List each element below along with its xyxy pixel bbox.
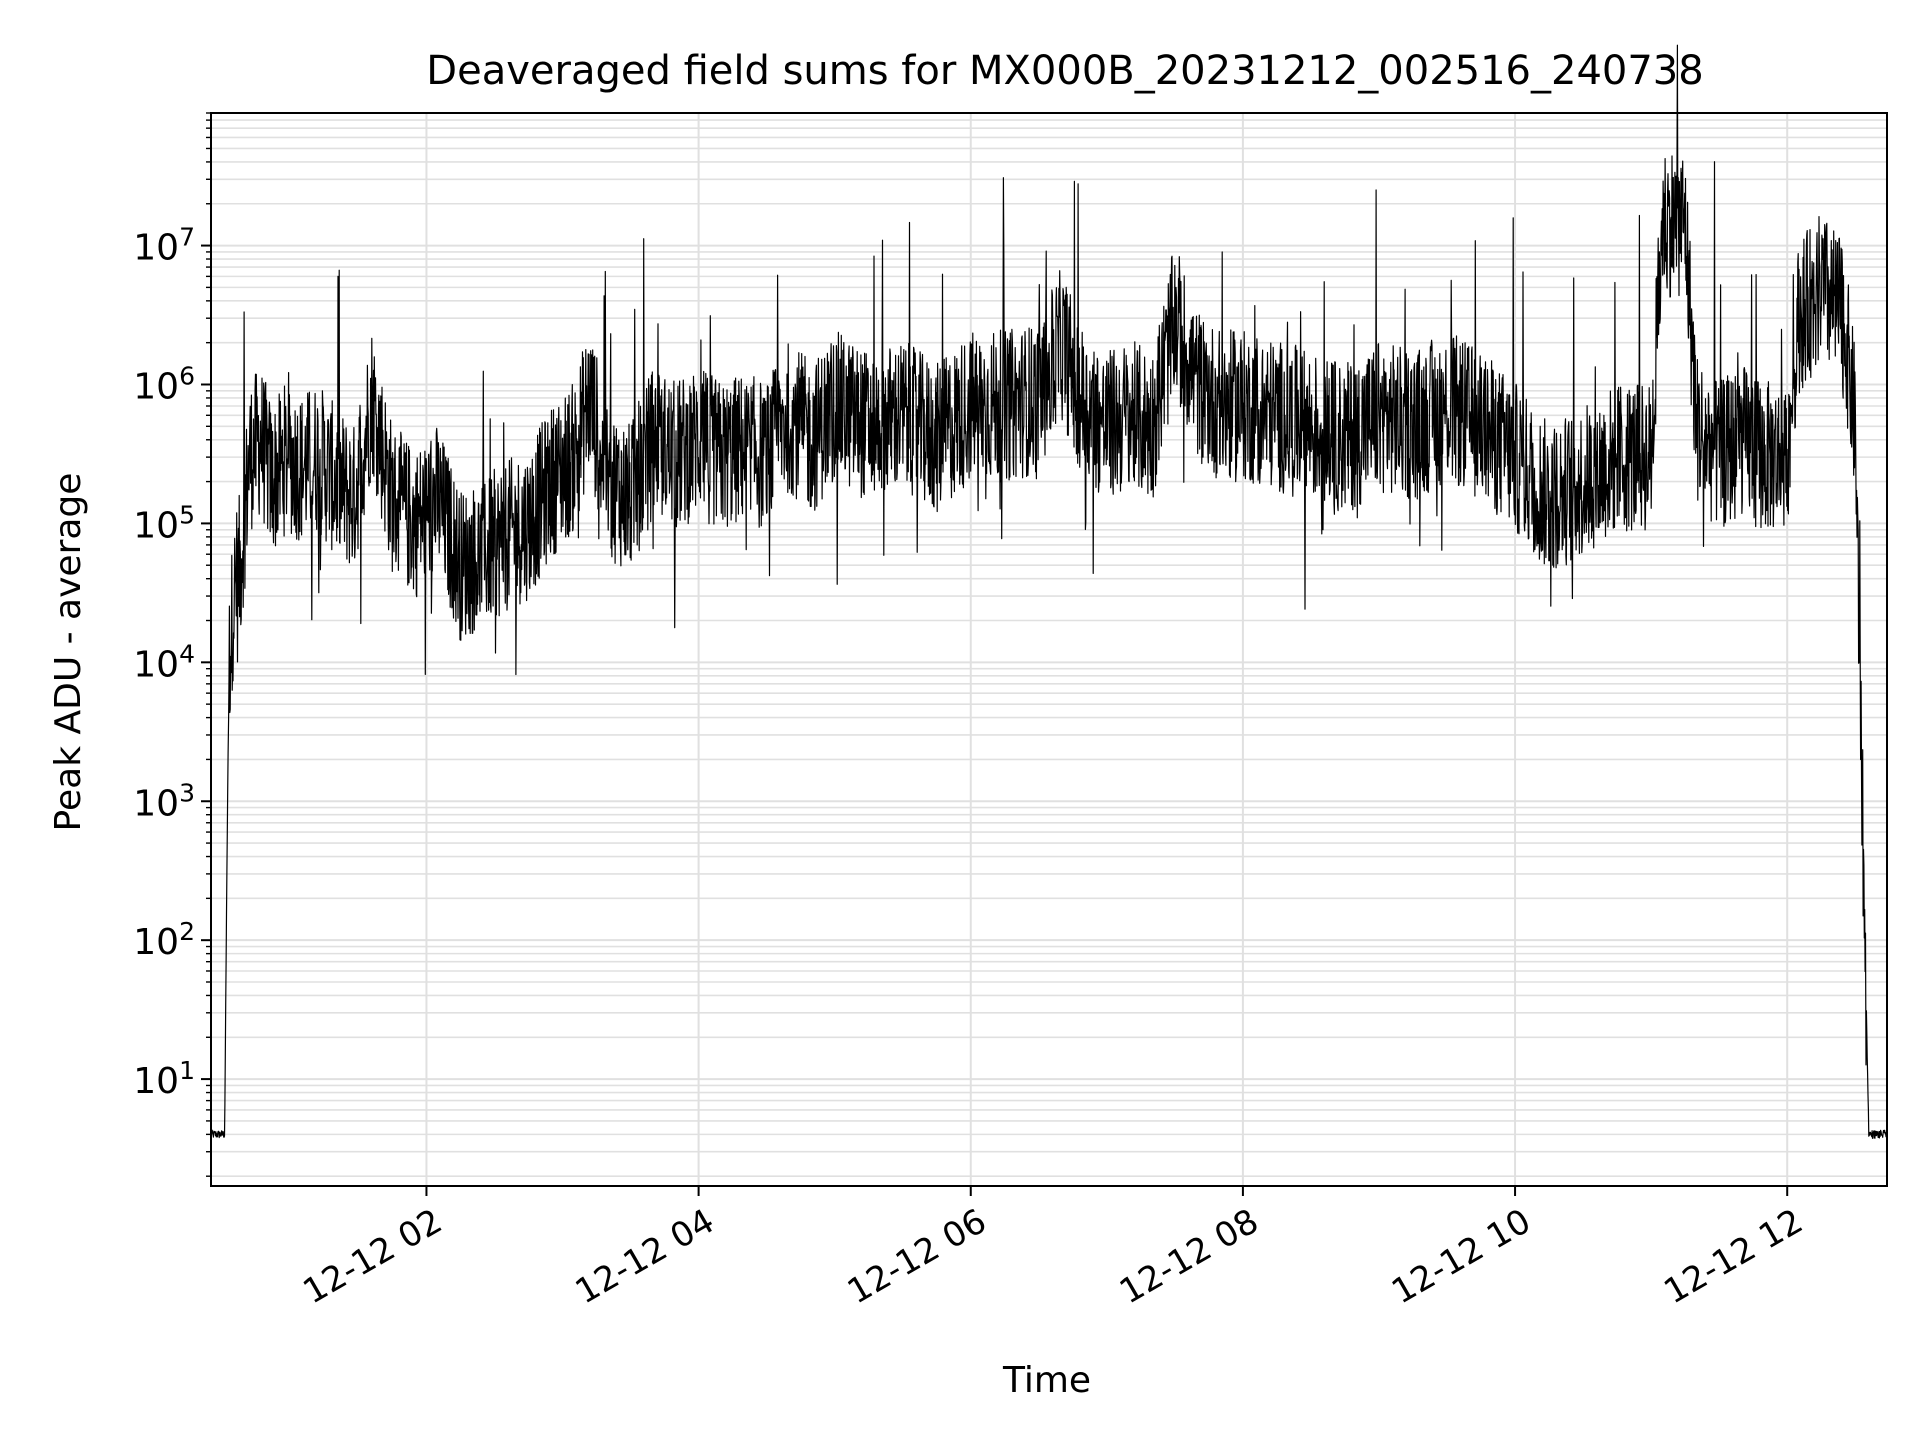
y-axis-label: Peak ADU - average bbox=[48, 473, 89, 832]
x-tick-label: 12-12 04 bbox=[569, 1201, 721, 1312]
y-tick-label: 102 bbox=[133, 917, 195, 963]
y-tick-label: 107 bbox=[133, 223, 195, 269]
y-tick-label: 105 bbox=[133, 500, 195, 546]
x-tick-label: 12-12 12 bbox=[1657, 1201, 1809, 1312]
x-axis-label: Time bbox=[1002, 1360, 1091, 1401]
series-layer bbox=[210, 44, 1888, 1139]
y-tick-label: 103 bbox=[133, 778, 195, 824]
chart-title: Deaveraged field sums for MX000B_2023121… bbox=[426, 48, 1703, 94]
x-tick-label: 12-12 02 bbox=[297, 1201, 449, 1312]
x-tick-label: 12-12 06 bbox=[841, 1201, 993, 1312]
series-line-0 bbox=[210, 44, 1888, 1139]
x-tick-label: 12-12 10 bbox=[1385, 1201, 1537, 1312]
y-tick-label: 101 bbox=[133, 1056, 195, 1102]
grid-lines bbox=[211, 112, 1887, 1186]
y-tick-label: 106 bbox=[133, 361, 195, 407]
plot-frame bbox=[210, 112, 1888, 1187]
y-tick-label: 104 bbox=[133, 639, 195, 685]
x-tick-label: 12-12 08 bbox=[1113, 1201, 1265, 1312]
